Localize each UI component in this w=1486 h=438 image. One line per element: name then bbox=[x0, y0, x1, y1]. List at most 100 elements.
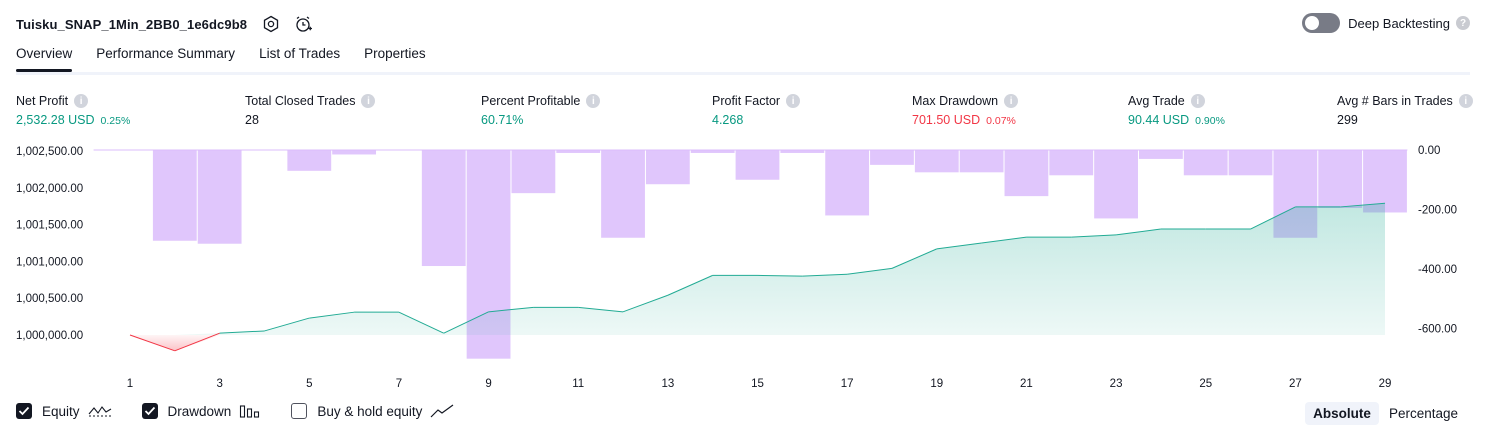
info-icon[interactable]: i bbox=[361, 94, 376, 108]
y-left-tick-label: 1,001,000.00 bbox=[16, 256, 83, 268]
equity-line-segment bbox=[443, 311, 489, 334]
drawdown-bar bbox=[601, 150, 645, 238]
equity-line-segment bbox=[1250, 206, 1296, 230]
drawdown-bar bbox=[152, 150, 197, 241]
drawdown-bar bbox=[511, 150, 556, 194]
drawdown-bar bbox=[1138, 150, 1183, 159]
settings-icon[interactable] bbox=[261, 14, 281, 34]
help-icon[interactable]: ? bbox=[1456, 16, 1470, 30]
equity-line-segment bbox=[667, 274, 713, 296]
x-tick-label: 15 bbox=[751, 378, 764, 390]
equity-line-segment bbox=[219, 330, 265, 334]
drawdown-bar bbox=[332, 150, 377, 155]
metric-percent: 0.25% bbox=[100, 115, 131, 127]
tab-list-of-trades[interactable]: List of Trades bbox=[259, 46, 341, 61]
drawdown-bar bbox=[197, 150, 242, 244]
x-tick-label: 25 bbox=[1199, 378, 1212, 390]
metric-value: 299 bbox=[1337, 113, 1358, 127]
x-tick-label: 9 bbox=[485, 378, 491, 390]
metric-label: Profit Factor bbox=[712, 94, 781, 108]
x-tick-label: 17 bbox=[841, 378, 854, 390]
x-tick-label: 13 bbox=[661, 378, 674, 390]
drawdown-bar bbox=[1183, 150, 1228, 176]
x-tick-label: 7 bbox=[396, 378, 402, 390]
metric-profit-factor: Profit Factor i 4.268 bbox=[712, 93, 801, 127]
y-left-tick-label: 1,001,500.00 bbox=[16, 220, 83, 232]
percentage-button[interactable]: Percentage bbox=[1388, 406, 1458, 421]
absolute-button[interactable]: Absolute bbox=[1305, 402, 1379, 425]
legend-drawdown[interactable]: Drawdown bbox=[141, 403, 262, 419]
x-tick-label: 23 bbox=[1110, 378, 1123, 390]
equity-line-segment bbox=[1071, 234, 1117, 238]
x-tick-label: 11 bbox=[572, 378, 584, 390]
drawdown-bar bbox=[421, 150, 466, 267]
alarm-add-icon[interactable] bbox=[293, 14, 313, 34]
metric-value: 701.50 USD bbox=[912, 113, 981, 127]
report-tabs: Overview Performance Summary List of Tra… bbox=[16, 46, 450, 72]
y-right-tick-label: -200.00 bbox=[1418, 205, 1457, 217]
drawdown-bar bbox=[690, 150, 735, 153]
deep-backtesting-toggle[interactable] bbox=[1302, 13, 1341, 33]
metric-avg-trade: Avg Trade i 90.44 USD 0.90% bbox=[1128, 93, 1225, 127]
info-icon[interactable]: i bbox=[1190, 94, 1205, 108]
buy-hold-checkbox[interactable] bbox=[291, 403, 308, 419]
scale-switch: Absolute Percentage bbox=[1303, 402, 1466, 425]
metric-value: 4.268 bbox=[712, 113, 744, 127]
drawdown-bar bbox=[1228, 150, 1273, 176]
tab-performance-summary[interactable]: Performance Summary bbox=[96, 46, 236, 61]
equity-checkbox[interactable] bbox=[16, 403, 32, 419]
info-icon[interactable]: i bbox=[74, 94, 89, 108]
drawdown-bar bbox=[870, 150, 914, 165]
equity-line-segment bbox=[757, 274, 803, 277]
equity-drawdown-chart[interactable]: 1,002,500.00 1,002,000.00 1,001,500.00 1,00… bbox=[0, 140, 1486, 395]
info-icon[interactable]: i bbox=[1004, 94, 1019, 108]
drawdown-bar bbox=[1004, 150, 1049, 197]
legend-drawdown-label: Drawdown bbox=[167, 403, 232, 419]
info-icon[interactable]: i bbox=[786, 94, 801, 108]
drawdown-bar bbox=[959, 150, 1004, 173]
legend-buy-hold[interactable]: Buy & hold equity bbox=[291, 403, 454, 419]
legend-equity-label: Equity bbox=[42, 403, 80, 419]
x-tick-label: 21 bbox=[1020, 378, 1033, 390]
line-icon bbox=[430, 404, 454, 418]
drawdown-bar bbox=[825, 150, 870, 216]
legend-buy-hold-label: Buy & hold equity bbox=[317, 403, 423, 419]
chart-legend: Equity Drawdown Buy & hold equity bbox=[16, 403, 484, 419]
drawdown-bar bbox=[780, 150, 825, 153]
y-axis-right: 0.00 -200.00 -400.00 -600.00 bbox=[1418, 145, 1457, 336]
metric-value: 2,532.28 USD bbox=[16, 113, 95, 127]
metric-label: Avg Trade bbox=[1128, 94, 1185, 108]
y-left-tick-label: 1,000,000.00 bbox=[16, 330, 83, 342]
info-icon[interactable]: i bbox=[1458, 94, 1473, 108]
drawdown-checkbox[interactable] bbox=[141, 403, 158, 419]
drawdown-bar bbox=[645, 150, 690, 185]
tab-overview[interactable]: Overview bbox=[16, 46, 73, 72]
metric-value: 60.71% bbox=[481, 113, 524, 127]
x-tick-label: 29 bbox=[1379, 378, 1392, 390]
metric-value: 90.44 USD bbox=[1128, 113, 1190, 127]
x-tick-label: 19 bbox=[930, 378, 943, 390]
metric-label: Total Closed Trades bbox=[245, 94, 356, 108]
drawdown-bar bbox=[1094, 150, 1138, 219]
equity-line-segment bbox=[174, 332, 220, 352]
equity-loss-fill bbox=[130, 335, 1385, 351]
equity-line-segment bbox=[622, 294, 669, 313]
drawdown-bar bbox=[556, 150, 601, 153]
tab-properties[interactable]: Properties bbox=[364, 46, 426, 61]
equity-line-segment bbox=[578, 306, 624, 313]
y-left-tick-label: 1,002,000.00 bbox=[16, 183, 83, 195]
equity-profit-fill bbox=[130, 203, 1385, 335]
y-left-tick-label: 1,000,500.00 bbox=[16, 293, 83, 305]
equity-area bbox=[129, 202, 1386, 352]
metric-label: Percent Profitable bbox=[481, 94, 581, 108]
legend-equity[interactable]: Equity bbox=[16, 403, 112, 419]
equity-line-segment bbox=[1116, 228, 1161, 236]
deep-backtesting: Deep Backtesting ? bbox=[1302, 13, 1470, 33]
y-right-tick-label: -600.00 bbox=[1418, 324, 1457, 336]
x-tick-label: 1 bbox=[127, 378, 133, 390]
metric-percent: 0.90% bbox=[1195, 115, 1225, 127]
drawdown-bar bbox=[914, 150, 959, 173]
drawdown-bar bbox=[287, 150, 332, 171]
info-icon[interactable]: i bbox=[586, 94, 601, 108]
drawdown-bars bbox=[93, 149, 1408, 359]
